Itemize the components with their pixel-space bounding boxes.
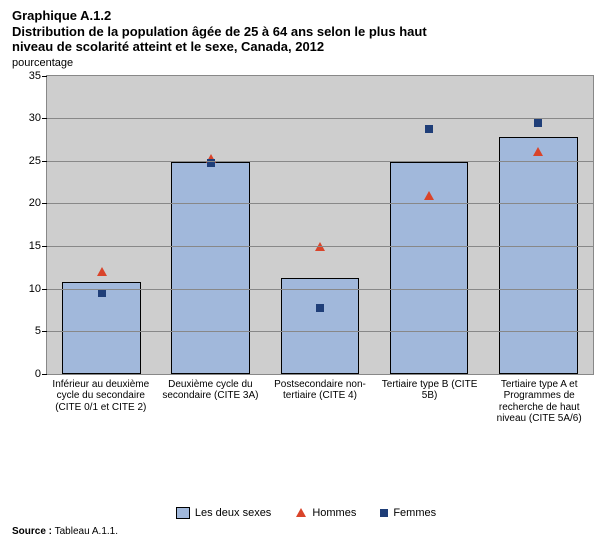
grid-line bbox=[47, 289, 593, 290]
bar bbox=[499, 137, 578, 374]
chart-number: Graphique A.1.2 bbox=[12, 8, 600, 24]
grid-line bbox=[47, 203, 593, 204]
x-axis-label: Tertiaire type A et Programmes de recher… bbox=[484, 377, 594, 425]
legend-label-both: Les deux sexes bbox=[195, 507, 271, 519]
bar bbox=[281, 278, 360, 374]
y-tick-mark bbox=[42, 118, 47, 119]
y-tick-label: 30 bbox=[29, 112, 41, 124]
y-tick-label: 10 bbox=[29, 283, 41, 295]
y-tick-label: 15 bbox=[29, 240, 41, 252]
x-axis-labels: Inférieur au deuxième cycle du secondair… bbox=[46, 377, 594, 425]
x-axis-label: Inférieur au deuxième cycle du secondair… bbox=[46, 377, 156, 425]
grid-line bbox=[47, 331, 593, 332]
legend-item-both: Les deux sexes bbox=[176, 507, 271, 519]
y-tick-label: 25 bbox=[29, 155, 41, 167]
grid-line bbox=[47, 118, 593, 119]
y-tick-label: 0 bbox=[35, 368, 41, 380]
square-icon bbox=[380, 509, 388, 517]
y-tick-mark bbox=[42, 374, 47, 375]
plot-region: 05101520253035 bbox=[46, 75, 594, 375]
hommes-marker bbox=[532, 146, 544, 158]
hommes-marker bbox=[96, 266, 108, 278]
femmes-marker bbox=[425, 125, 433, 133]
x-axis-label: Deuxième cycle du secondaire (CITE 3A) bbox=[156, 377, 266, 425]
chart-title-line-2: niveau de scolarité atteint et le sexe, … bbox=[12, 39, 600, 55]
source-label: Source : bbox=[12, 526, 52, 537]
y-tick-label: 35 bbox=[29, 70, 41, 82]
legend-item-hommes: Hommes bbox=[295, 507, 356, 519]
x-axis-label: Tertiaire type B (CITE 5B) bbox=[375, 377, 485, 425]
chart-title-line-1: Distribution de la population âgée de 25… bbox=[12, 24, 600, 40]
chart-wrapper: Graphique A.1.2 Distribution de la popul… bbox=[0, 0, 612, 541]
y-tick-mark bbox=[42, 289, 47, 290]
y-tick-label: 5 bbox=[35, 325, 41, 337]
femmes-marker bbox=[316, 304, 324, 312]
femmes-marker bbox=[98, 289, 106, 297]
triangle-icon bbox=[295, 507, 307, 519]
grid-line bbox=[47, 246, 593, 247]
y-axis-label: pourcentage bbox=[12, 57, 600, 69]
legend-label-femmes: Femmes bbox=[393, 507, 436, 519]
source-value: Tableau A.1.1. bbox=[52, 526, 118, 537]
y-tick-mark bbox=[42, 246, 47, 247]
y-tick-mark bbox=[42, 331, 47, 332]
femmes-marker bbox=[534, 119, 542, 127]
y-tick-label: 20 bbox=[29, 197, 41, 209]
bar bbox=[171, 162, 250, 374]
hommes-marker bbox=[423, 190, 435, 202]
y-tick-mark bbox=[42, 76, 47, 77]
x-axis-label: Postsecondaire non-tertiaire (CITE 4) bbox=[265, 377, 375, 425]
bars-layer bbox=[47, 76, 593, 374]
legend-bar-icon bbox=[176, 507, 190, 519]
legend-item-femmes: Femmes bbox=[380, 507, 436, 519]
y-tick-mark bbox=[42, 203, 47, 204]
legend-label-hommes: Hommes bbox=[312, 507, 356, 519]
y-tick-mark bbox=[42, 161, 47, 162]
source-line: Source : Tableau A.1.1. bbox=[12, 526, 118, 537]
grid-line bbox=[47, 161, 593, 162]
chart-area: 05101520253035 Inférieur au deuxième cyc… bbox=[12, 71, 600, 431]
legend: Les deux sexes Hommes Femmes bbox=[0, 507, 612, 519]
